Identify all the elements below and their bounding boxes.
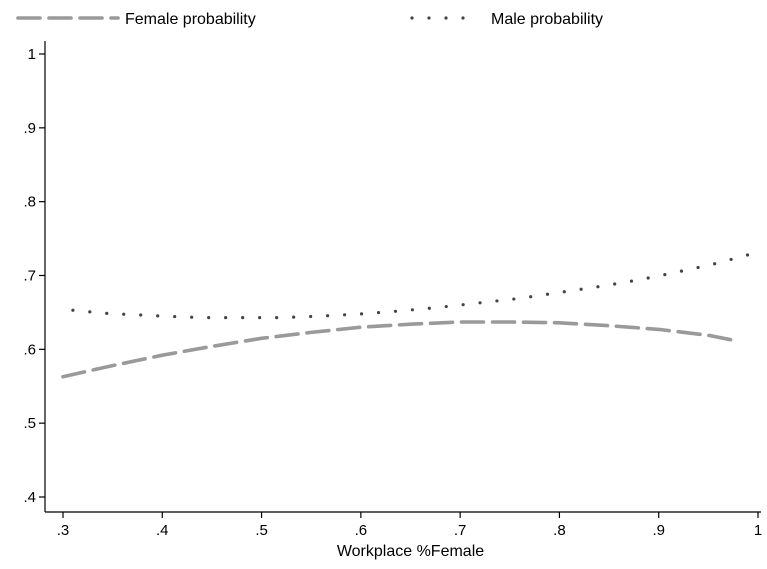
- legend-label-female: Female probability: [125, 11, 256, 28]
- y-tick-label: .9: [23, 120, 36, 137]
- x-axis-ticks: .3 .4 .5 .6 .7 .8 .9 1: [57, 512, 762, 539]
- x-tick-label: 1: [754, 522, 762, 539]
- y-tick-label: .6: [23, 341, 36, 358]
- y-tick-label: .5: [23, 415, 36, 432]
- x-tick-label: .9: [652, 522, 665, 539]
- series-line-female: [61, 320, 740, 379]
- x-tick-label: .4: [156, 522, 169, 539]
- x-tick-label: .5: [255, 522, 268, 539]
- legend-label-male: Male probability: [491, 11, 603, 28]
- x-tick-label: .3: [57, 522, 70, 539]
- x-tick-label: .8: [553, 522, 566, 539]
- plot-series: [61, 253, 750, 379]
- legend: Female probability Male probability: [16, 11, 603, 28]
- y-tick-label: .7: [23, 268, 36, 285]
- x-axis-title: Workplace %Female: [337, 543, 484, 560]
- x-tick-label: .6: [355, 522, 368, 539]
- axes: .4 .5 .6 .7 .8 .9 1 .3 .4 .5 .6 .7 .8 .9 1 Workplace …: [23, 41, 762, 560]
- y-tick-label: .4: [23, 489, 36, 506]
- y-tick-label: .8: [23, 194, 36, 211]
- x-tick-label: .7: [454, 522, 467, 539]
- series-line-male: [71, 253, 750, 320]
- y-tick-label: 1: [28, 46, 36, 63]
- y-axis-ticks: .4 .5 .6 .7 .8 .9 1: [23, 46, 45, 506]
